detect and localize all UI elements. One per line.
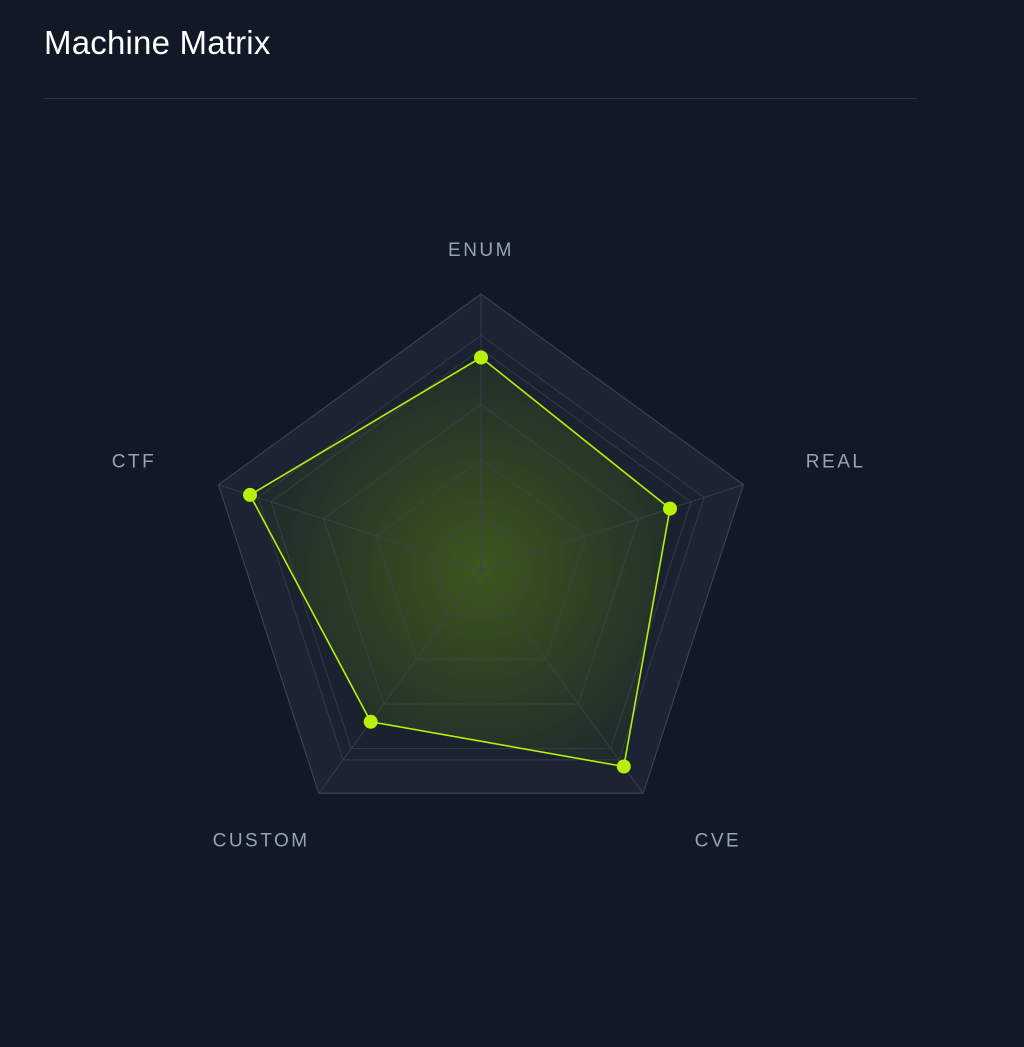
radar-grid-ring	[257, 334, 705, 761]
radar-grid-ring	[427, 514, 535, 616]
radar-series-area	[250, 357, 670, 767]
radar-grid-ring	[322, 403, 640, 705]
radar-series-line	[248, 356, 671, 768]
radar-axis-spoke	[480, 484, 744, 571]
radar-grid-ring	[375, 458, 587, 660]
radar-point-enum	[474, 350, 488, 365]
radar-axis-spoke	[318, 569, 482, 794]
radar-grid-ring	[217, 293, 745, 794]
page-title: Machine Matrix	[44, 24, 271, 61]
radar-point-custom	[363, 714, 378, 729]
title-divider	[44, 98, 917, 99]
axis-label-enum: ENUM	[448, 240, 514, 261]
radar-axis-spoke	[480, 569, 644, 794]
axis-label-custom: CUSTOM	[213, 830, 310, 851]
radar-axis-spoke	[218, 484, 482, 571]
axis-label-ctf: CTF	[112, 452, 156, 473]
radar-point-ctf	[243, 487, 257, 502]
axis-label-cve: CVE	[695, 830, 742, 851]
axis-label-real: REAL	[806, 452, 866, 473]
radar-grid-ring	[270, 348, 692, 750]
radar-point-real	[663, 501, 677, 516]
radar-point-cve	[616, 759, 631, 774]
